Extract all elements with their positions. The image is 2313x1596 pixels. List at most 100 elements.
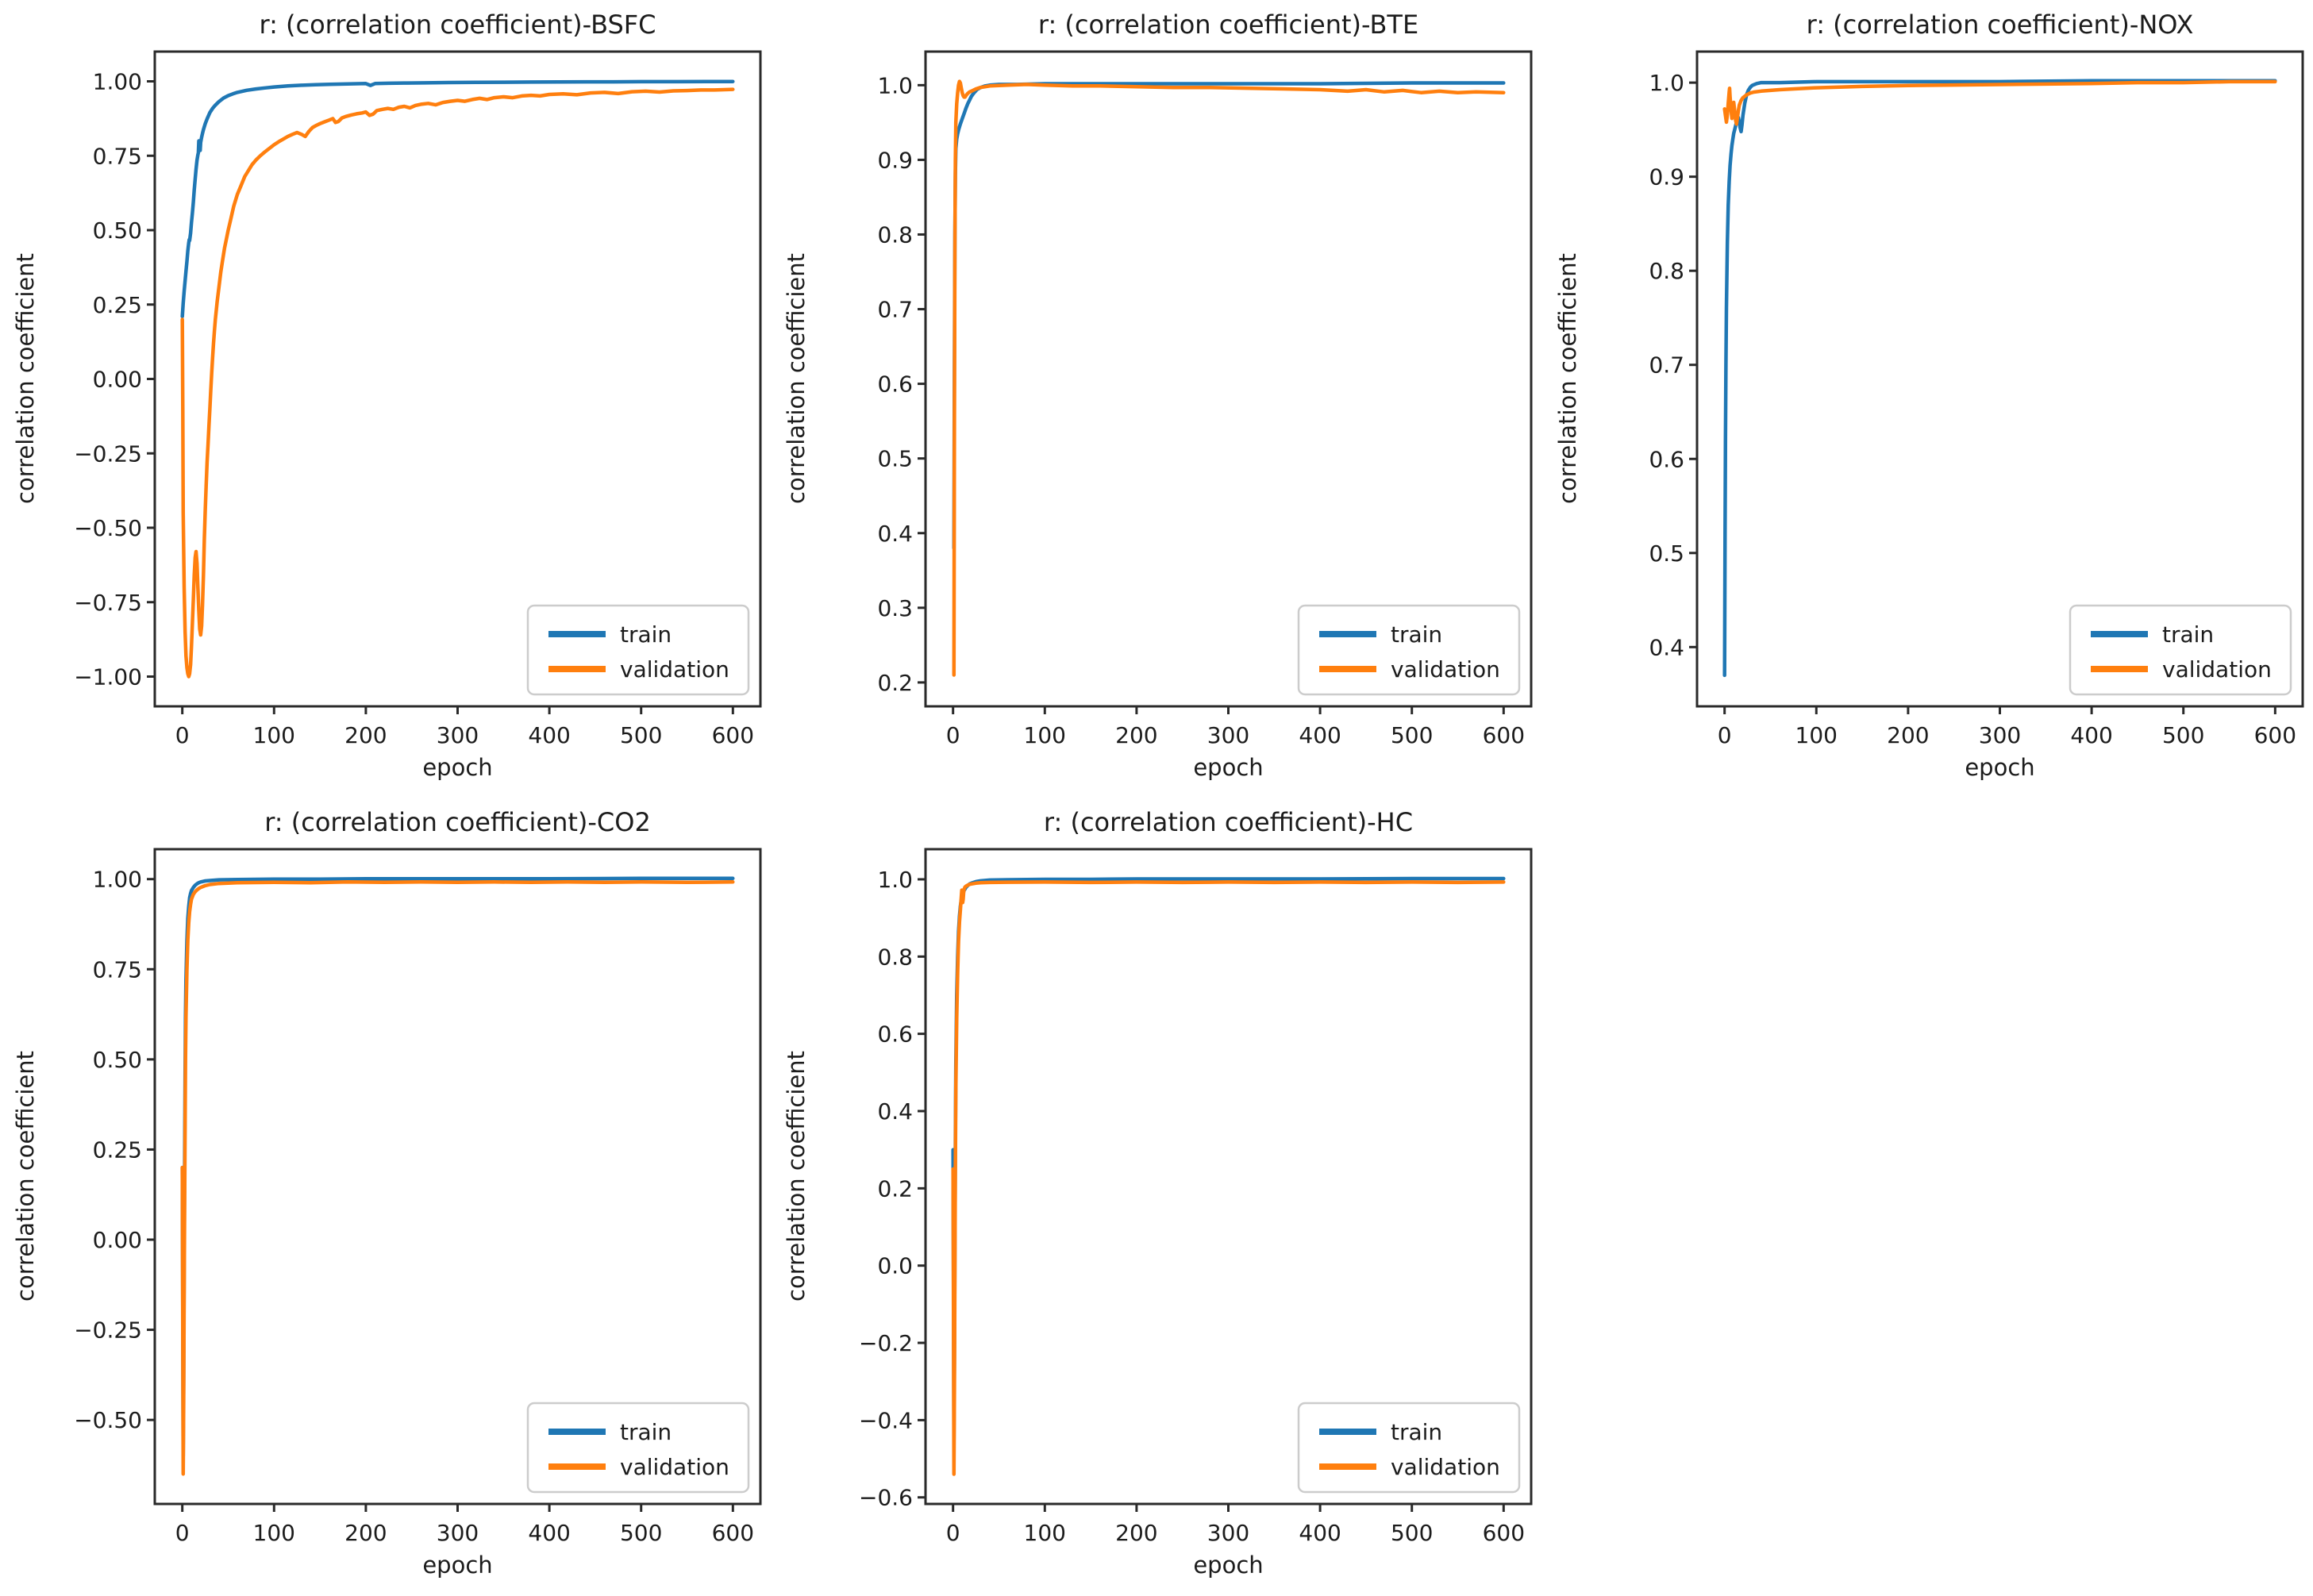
x-axis-label: epoch — [1193, 1552, 1264, 1579]
legend-label-validation: validation — [1391, 1454, 1500, 1480]
y-tick-label: 1.00 — [93, 69, 142, 95]
y-tick-label: 0.7 — [1649, 352, 1684, 379]
train-line — [180, 79, 735, 319]
x-tick-label: 300 — [437, 722, 479, 748]
chart-panel-bsfc: r: (correlation coefficient)-BSFC correl… — [0, 0, 771, 798]
legend-label-validation: validation — [620, 1454, 729, 1480]
validation-line — [952, 79, 1506, 677]
chart-title: r: (correlation coefficient)-BSFC — [259, 10, 656, 40]
x-tick-label: 600 — [712, 722, 754, 748]
legend-label-train: train — [2162, 621, 2214, 648]
y-tick-label: −0.25 — [74, 440, 142, 467]
y-tick-label: 0.6 — [877, 371, 913, 398]
legend-label-train: train — [620, 621, 672, 648]
x-tick-label: 500 — [620, 1520, 662, 1546]
y-tick-label: 0.75 — [93, 143, 142, 169]
x-tick-label: 400 — [1299, 1520, 1341, 1546]
y-tick-label: 0.8 — [877, 221, 913, 248]
y-tick-label: 0.00 — [93, 367, 142, 393]
validation-line — [180, 87, 735, 679]
legend-label-validation: validation — [2162, 656, 2272, 683]
plot-area: 0 100 200 300 400 500 600 1.0 0.9 0.8 0.7 0.6 0.5 0.4… — [877, 50, 1533, 748]
y-tick-label: 0.6 — [877, 1021, 913, 1048]
y-tick-label: 0.25 — [93, 1136, 142, 1163]
x-tick-label: 400 — [2070, 722, 2112, 748]
x-tick-label: 200 — [1115, 722, 1157, 748]
legend-label-train: train — [1391, 621, 1442, 648]
y-tick-label: 0.75 — [93, 956, 142, 983]
x-tick-label: 200 — [344, 1520, 387, 1546]
validation-line — [1722, 79, 2277, 126]
chart-panel-hc: r: (correlation coefficient)-HC correlat… — [771, 798, 1541, 1595]
y-tick-label: 0.50 — [93, 217, 142, 244]
chart-title: r: (correlation coefficient)-HC — [1043, 807, 1414, 837]
y-tick-label: 1.0 — [877, 867, 913, 893]
y-tick-label: −1.00 — [74, 664, 142, 690]
x-tick-label: 600 — [1483, 1520, 1525, 1546]
x-tick-label: 500 — [620, 722, 662, 748]
x-tick-label: 0 — [175, 1520, 190, 1546]
y-tick-label: 1.0 — [1649, 70, 1684, 96]
legend-label-validation: validation — [1391, 656, 1500, 683]
x-axis-label: epoch — [422, 754, 493, 781]
y-tick-label: 0.5 — [1649, 540, 1684, 567]
x-tick-label: 400 — [1299, 722, 1341, 748]
y-tick-label: −0.4 — [859, 1407, 913, 1433]
y-tick-label: −0.50 — [74, 1407, 142, 1433]
x-tick-label: 300 — [1207, 722, 1249, 748]
y-tick-label: 1.00 — [93, 867, 142, 893]
legend-label-validation: validation — [620, 656, 729, 683]
legend: train validation — [1297, 1402, 1521, 1494]
x-tick-label: 200 — [344, 722, 387, 748]
y-tick-label: 0.00 — [93, 1227, 142, 1253]
y-tick-label: −0.2 — [859, 1330, 913, 1356]
legend: train validation — [2069, 604, 2292, 696]
y-tick-label: 0.8 — [1649, 258, 1684, 284]
x-tick-label: 100 — [1795, 722, 1838, 748]
chart-title: r: (correlation coefficient)-NOX — [1806, 10, 2194, 40]
x-tick-label: 300 — [1979, 722, 2021, 748]
validation-line — [951, 880, 1506, 1476]
y-tick-label: 0.4 — [877, 1098, 913, 1125]
x-tick-label: 100 — [253, 1520, 295, 1546]
legend: train validation — [1297, 604, 1521, 696]
x-tick-label: 100 — [253, 722, 295, 748]
plot-area: 0 100 200 300 400 500 600 1.00 0.75 0.50 0.25 0.00 −… — [74, 848, 762, 1546]
y-tick-label: 0.0 — [877, 1253, 913, 1279]
y-tick-label: −0.6 — [859, 1485, 913, 1511]
x-tick-label: 100 — [1024, 1520, 1066, 1546]
x-tick-label: 400 — [528, 1520, 570, 1546]
train-line — [1722, 79, 2277, 678]
y-tick-label: 0.9 — [877, 147, 913, 173]
y-tick-label: −0.75 — [74, 590, 142, 616]
x-tick-label: 0 — [946, 1520, 960, 1546]
y-tick-label: 0.6 — [1649, 446, 1684, 472]
y-tick-label: 0.25 — [93, 292, 142, 318]
x-tick-label: 200 — [1115, 1520, 1157, 1546]
y-tick-label: −0.25 — [74, 1317, 142, 1344]
x-tick-label: 400 — [528, 722, 570, 748]
chart-title: r: (correlation coefficient)-CO2 — [264, 807, 651, 837]
y-tick-label: 1.0 — [877, 72, 913, 98]
train-line — [952, 81, 1506, 550]
train-line — [951, 876, 1506, 1441]
plot-area: 0 100 200 300 400 500 600 1.0 0.9 0.8 0.7 0.6 0.5 0.4… — [1649, 50, 2304, 748]
y-tick-label: 0.50 — [93, 1047, 142, 1073]
x-tick-label: 0 — [175, 722, 190, 748]
chart-panel-co2: r: (correlation coefficient)-CO2 correla… — [0, 798, 771, 1595]
legend: train validation — [526, 604, 750, 696]
x-tick-label: 600 — [2254, 722, 2296, 748]
validation-line — [180, 880, 735, 1476]
legend-label-train: train — [620, 1419, 672, 1445]
x-tick-label: 500 — [1391, 722, 1433, 748]
y-tick-label: 0.7 — [877, 297, 913, 323]
y-tick-label: 0.2 — [877, 1175, 913, 1202]
y-tick-label: 0.4 — [877, 521, 913, 547]
y-tick-label: 0.5 — [877, 446, 913, 472]
x-axis-label: epoch — [1193, 754, 1264, 781]
x-tick-label: 600 — [712, 1520, 754, 1546]
y-tick-label: 0.4 — [1649, 634, 1684, 660]
chart-title: r: (correlation coefficient)-BTE — [1037, 10, 1419, 40]
legend-label-train: train — [1391, 1419, 1442, 1445]
